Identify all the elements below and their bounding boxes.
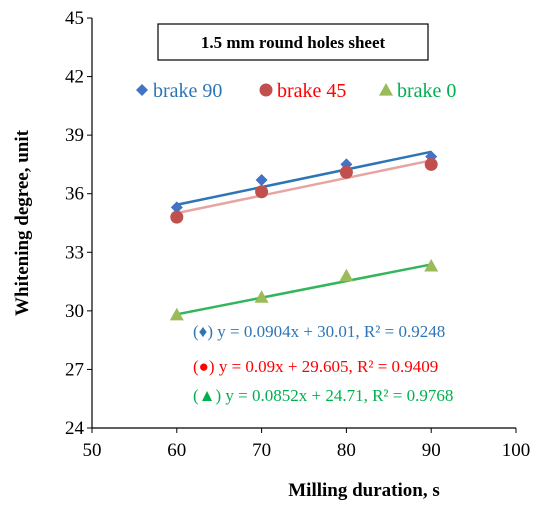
- data-point-brake-90: [255, 174, 268, 187]
- chart-title: 1.5 mm round holes sheet: [201, 33, 386, 52]
- data-point-brake-45: [255, 185, 269, 199]
- data-point-brake-0: [339, 268, 354, 282]
- legend-label-brake-0: brake 0: [397, 80, 456, 102]
- data-point-brake-0: [254, 290, 269, 303]
- legend-marker-brake-0: [379, 83, 393, 96]
- data-point-brake-45: [339, 165, 353, 179]
- x-tick-label: 100: [502, 440, 531, 461]
- y-axis-title: Whitening degree, unit: [12, 129, 33, 316]
- x-tick-label: 90: [422, 440, 441, 461]
- title-box: [157, 23, 429, 61]
- data-point-brake-90: [170, 201, 183, 214]
- y-tick-label: 39: [65, 125, 84, 146]
- legend-label-brake-45: brake 45: [277, 80, 346, 102]
- equation-label-brake-45: (●) y = 0.09x + 29.605, R² = 0.9409: [193, 357, 438, 376]
- data-point-brake-0: [424, 258, 439, 272]
- y-tick-label: 24: [65, 418, 85, 439]
- data-point-brake-45: [170, 210, 184, 224]
- equation-label-brake-90: (♦) y = 0.0904x + 30.01, R² = 0.9248: [193, 322, 445, 341]
- trendline-brake-45: [176, 159, 432, 215]
- data-point-brake-0: [169, 307, 184, 321]
- x-axis-title: Milling duration, s: [288, 480, 440, 501]
- x-tick-label: 70: [252, 440, 271, 461]
- x-tick-label: 50: [83, 440, 102, 461]
- y-tick-label: 42: [65, 67, 84, 88]
- y-tick-label: 30: [65, 301, 84, 322]
- y-tick-label: 33: [65, 242, 84, 263]
- equation-label-brake-0: (▲) y = 0.0852x + 24.71, R² = 0.9768: [193, 386, 453, 405]
- y-tick-label: 36: [65, 184, 84, 205]
- x-tick-label: 60: [167, 440, 186, 461]
- data-point-brake-45: [424, 157, 438, 171]
- trendline-brake-0: [176, 263, 432, 316]
- legend-label-brake-90: brake 90: [153, 80, 222, 102]
- y-tick-label: 45: [65, 8, 84, 29]
- y-tick-label: 27: [65, 359, 84, 380]
- trendline-brake-90: [176, 150, 432, 206]
- legend-marker-brake-90: [136, 84, 148, 96]
- x-tick-label: 80: [337, 440, 356, 461]
- legend-marker-brake-45: [259, 83, 273, 97]
